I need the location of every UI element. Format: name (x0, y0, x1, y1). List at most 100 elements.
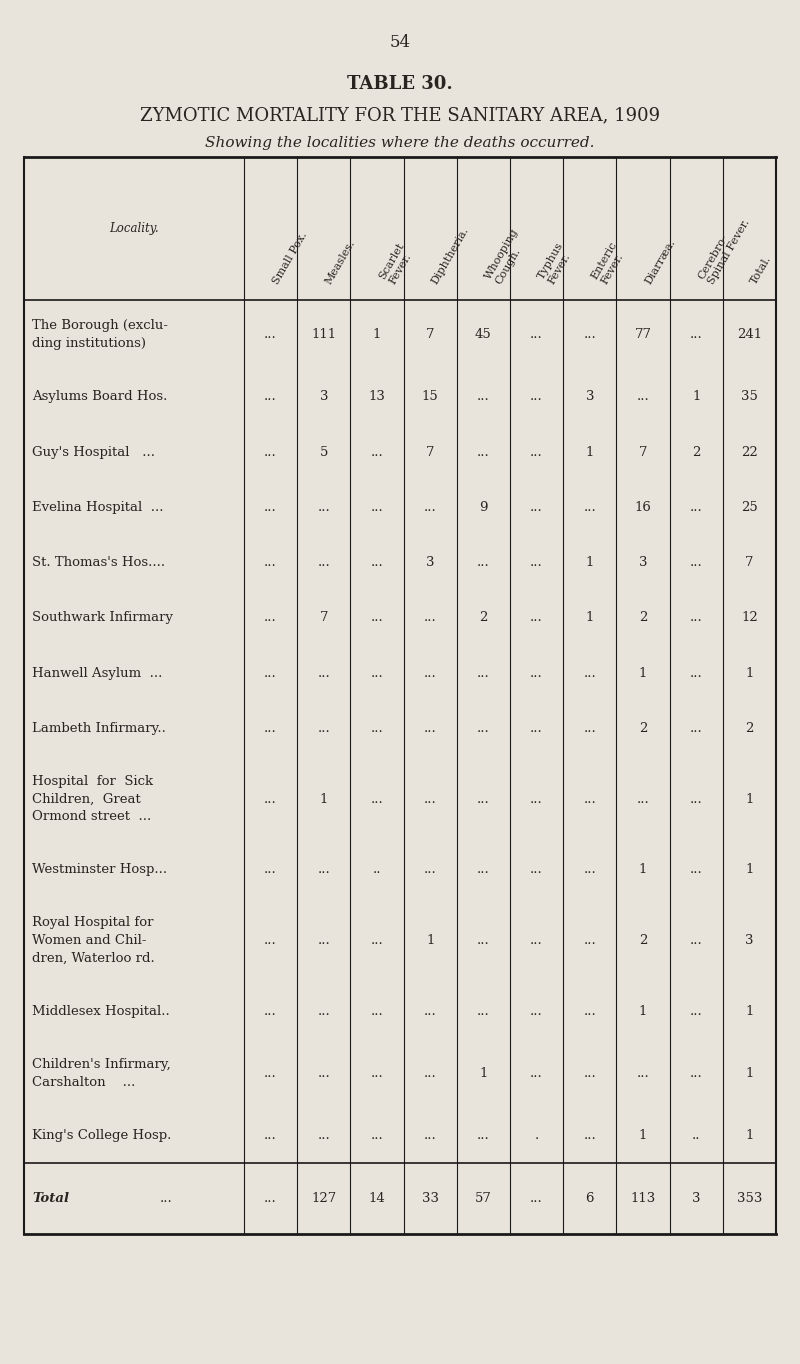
Text: 2: 2 (479, 611, 487, 625)
Text: 7: 7 (638, 446, 647, 458)
Text: 2: 2 (692, 446, 700, 458)
Text: Total: Total (32, 1192, 69, 1206)
Text: ...: ... (583, 722, 596, 735)
Text: Guy's Hospital   ...: Guy's Hospital ... (32, 446, 155, 458)
Text: ...: ... (477, 446, 490, 458)
Text: Diarræa.: Diarræa. (643, 237, 677, 286)
Text: The Borough (exclu-: The Borough (exclu- (32, 319, 168, 333)
Text: ...: ... (530, 667, 543, 679)
Text: ...: ... (477, 667, 490, 679)
Text: Lambeth Infirmary..: Lambeth Infirmary.. (32, 722, 166, 735)
Text: Westminster Hosp...: Westminster Hosp... (32, 863, 167, 877)
Text: 1: 1 (639, 667, 647, 679)
Text: 111: 111 (311, 329, 336, 341)
Text: TABLE 30.: TABLE 30. (347, 75, 453, 93)
Text: ...: ... (370, 1129, 383, 1143)
Text: Children,  Great: Children, Great (32, 792, 141, 806)
Text: ...: ... (370, 792, 383, 806)
Text: 1: 1 (746, 792, 754, 806)
Text: ...: ... (690, 667, 702, 679)
Text: ...: ... (530, 611, 543, 625)
Text: ...: ... (530, 1192, 543, 1206)
Text: 77: 77 (634, 329, 651, 341)
Text: Evelina Hospital  ...: Evelina Hospital ... (32, 501, 163, 514)
Text: ...: ... (637, 390, 650, 404)
Text: 12: 12 (741, 611, 758, 625)
Text: Women and Chil-: Women and Chil- (32, 934, 146, 947)
Text: ...: ... (530, 934, 543, 947)
Text: 127: 127 (311, 1192, 337, 1206)
Text: ...: ... (530, 863, 543, 877)
Text: ...: ... (477, 722, 490, 735)
Text: ...: ... (583, 667, 596, 679)
Text: ...: ... (264, 934, 277, 947)
Text: 113: 113 (630, 1192, 656, 1206)
Text: ...: ... (477, 557, 490, 569)
Text: ...: ... (370, 667, 383, 679)
Text: 1: 1 (746, 1129, 754, 1143)
Text: Whooping
Cough.: Whooping Cough. (483, 226, 530, 286)
Text: Locality.: Locality. (109, 222, 159, 235)
Text: ...: ... (424, 1129, 437, 1143)
Text: ...: ... (583, 1129, 596, 1143)
Text: 1: 1 (639, 1005, 647, 1018)
Text: ...: ... (424, 1067, 437, 1080)
Text: ...: ... (318, 934, 330, 947)
Text: ...: ... (583, 863, 596, 877)
Text: ...: ... (264, 329, 277, 341)
Text: ...: ... (370, 1005, 383, 1018)
Text: ...: ... (637, 792, 650, 806)
Text: Hospital  for  Sick: Hospital for Sick (32, 775, 153, 788)
Text: Southwark Infirmary: Southwark Infirmary (32, 611, 173, 625)
Text: ding institutions): ding institutions) (32, 337, 146, 351)
Text: ...: ... (477, 390, 490, 404)
Text: 3: 3 (745, 934, 754, 947)
Text: 15: 15 (422, 390, 438, 404)
Text: ...: ... (264, 863, 277, 877)
Text: Diphtheria.: Diphtheria. (430, 226, 471, 286)
Text: ...: ... (318, 863, 330, 877)
Text: ...: ... (318, 557, 330, 569)
Text: ...: ... (477, 863, 490, 877)
Text: 6: 6 (586, 1192, 594, 1206)
Text: Ormond street  ...: Ormond street ... (32, 810, 151, 824)
Text: 2: 2 (639, 934, 647, 947)
Text: Measles.: Measles. (324, 239, 358, 286)
Text: 2: 2 (746, 722, 754, 735)
Text: ...: ... (160, 1192, 173, 1206)
Text: ...: ... (637, 1067, 650, 1080)
Text: ...: ... (477, 1129, 490, 1143)
Text: Typhus
Fever.: Typhus Fever. (537, 240, 576, 286)
Text: ...: ... (583, 1067, 596, 1080)
Text: ...: ... (264, 792, 277, 806)
Text: ...: ... (264, 1067, 277, 1080)
Text: ...: ... (530, 792, 543, 806)
Text: ...: ... (264, 1192, 277, 1206)
Text: ...: ... (424, 501, 437, 514)
Text: 3: 3 (426, 557, 434, 569)
Text: ...: ... (477, 1005, 490, 1018)
Text: King's College Hosp.: King's College Hosp. (32, 1129, 171, 1143)
Text: ...: ... (530, 390, 543, 404)
Text: ...: ... (264, 722, 277, 735)
Text: ...: ... (370, 611, 383, 625)
Text: 7: 7 (745, 557, 754, 569)
Text: ...: ... (583, 792, 596, 806)
Text: ..: .. (692, 1129, 701, 1143)
Text: ...: ... (370, 722, 383, 735)
Text: ...: ... (530, 722, 543, 735)
Text: 7: 7 (426, 446, 434, 458)
Text: Royal Hospital for: Royal Hospital for (32, 917, 154, 929)
Text: ...: ... (477, 934, 490, 947)
Text: ...: ... (530, 1067, 543, 1080)
Text: 57: 57 (475, 1192, 492, 1206)
Text: ...: ... (690, 1067, 702, 1080)
Text: 7: 7 (319, 611, 328, 625)
Text: ...: ... (264, 557, 277, 569)
Text: 14: 14 (369, 1192, 386, 1206)
Text: 2: 2 (639, 722, 647, 735)
Text: 5: 5 (320, 446, 328, 458)
Text: 33: 33 (422, 1192, 438, 1206)
Text: .: . (534, 1129, 538, 1143)
Text: ...: ... (477, 792, 490, 806)
